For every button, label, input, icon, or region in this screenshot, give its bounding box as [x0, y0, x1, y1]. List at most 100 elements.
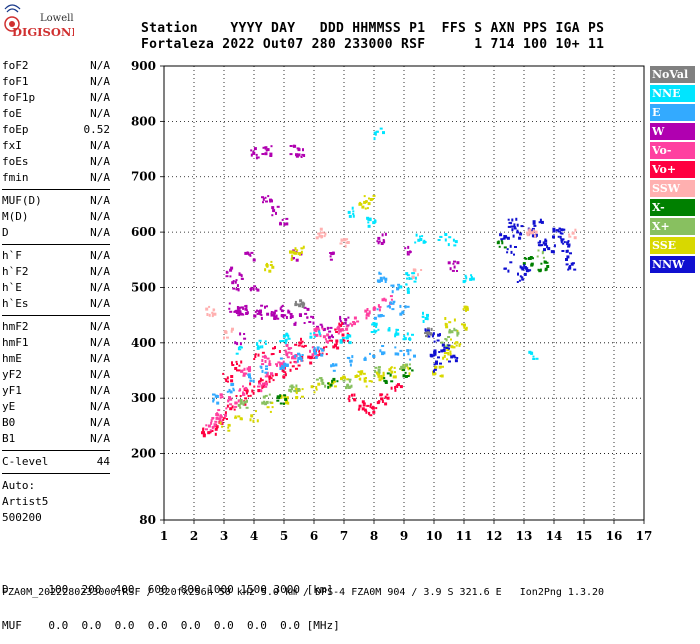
- echo-point: [266, 305, 268, 308]
- echo-point: [280, 314, 284, 316]
- echo-point: [283, 402, 285, 405]
- echo-point: [300, 356, 304, 359]
- echo-point: [271, 214, 274, 217]
- echo-point: [377, 369, 380, 373]
- echo-point: [384, 232, 387, 236]
- echo-point: [520, 266, 524, 270]
- echo-point: [310, 315, 313, 318]
- echo-point: [470, 274, 473, 277]
- echo-point: [469, 277, 473, 281]
- echo-point: [244, 251, 248, 255]
- echo-point: [277, 361, 281, 364]
- echo-point: [345, 325, 349, 328]
- echo-point: [306, 316, 309, 319]
- echo-point: [284, 402, 288, 405]
- param-name: hmF1: [2, 336, 29, 349]
- echo-point: [310, 385, 314, 389]
- echo-point: [214, 423, 218, 427]
- echo-point: [365, 316, 368, 320]
- echo-point: [212, 393, 215, 396]
- echo-point: [440, 374, 444, 378]
- echo-point: [369, 403, 372, 406]
- echo-point: [535, 357, 539, 360]
- echo-point: [285, 352, 289, 356]
- echo-point: [427, 331, 430, 335]
- echo-point: [367, 218, 371, 221]
- echo-point: [380, 397, 384, 401]
- echo-point: [510, 250, 513, 254]
- echo-point: [373, 306, 376, 310]
- echo-point: [295, 396, 299, 400]
- echo-point: [207, 431, 211, 435]
- echo-point: [442, 348, 446, 352]
- echo-point: [374, 366, 378, 369]
- echo-point: [283, 395, 287, 399]
- echo-point: [290, 347, 293, 350]
- x-tick-label: 8: [370, 529, 378, 543]
- echo-point: [378, 371, 381, 374]
- echo-point: [236, 342, 239, 346]
- echo-point: [249, 382, 252, 386]
- echo-point: [425, 335, 428, 338]
- echo-point: [285, 222, 289, 226]
- echo-point: [274, 346, 276, 349]
- echo-point: [442, 349, 445, 352]
- echo-point: [260, 389, 263, 393]
- echo-point: [245, 406, 249, 409]
- echo-point: [350, 394, 353, 397]
- echo-point: [378, 400, 380, 404]
- echo-point: [213, 308, 216, 311]
- echo-point: [243, 388, 246, 391]
- echo-point: [236, 284, 239, 288]
- echo-point: [337, 327, 341, 331]
- param-row-h-f2: h`F2 N/A: [2, 264, 110, 280]
- echo-point: [389, 374, 392, 377]
- echo-point: [426, 329, 430, 332]
- echo-point: [291, 387, 293, 391]
- echo-point: [240, 346, 243, 349]
- echo-point: [315, 327, 318, 331]
- echo-point: [275, 211, 277, 215]
- echo-point: [530, 263, 534, 267]
- echo-point: [359, 377, 362, 381]
- echo-point: [238, 273, 242, 276]
- param-row-hmf2: hmF2 N/A: [2, 319, 110, 335]
- echo-point: [443, 352, 447, 355]
- echo-point: [264, 371, 268, 374]
- echo-point: [540, 244, 544, 247]
- echo-point: [266, 262, 268, 265]
- echo-point: [317, 347, 319, 351]
- echo-point: [384, 280, 387, 283]
- echo-point: [399, 349, 403, 352]
- echo-point: [451, 269, 455, 272]
- echo-point: [222, 417, 226, 420]
- echo-point: [250, 149, 253, 152]
- echo-point: [244, 372, 248, 375]
- echo-point: [230, 383, 234, 387]
- echo-point: [448, 236, 452, 239]
- echo-point: [293, 252, 297, 255]
- echo-point: [230, 379, 234, 383]
- echo-point: [565, 249, 568, 253]
- echo-point: [264, 360, 267, 363]
- echo-point: [446, 351, 450, 354]
- echo-point: [368, 218, 372, 222]
- echo-point: [299, 357, 303, 360]
- echo-point: [347, 397, 350, 400]
- echo-point: [252, 258, 256, 262]
- echo-point: [271, 401, 274, 404]
- param-row-d: D N/A: [2, 225, 110, 241]
- echo-point: [368, 411, 371, 414]
- echo-point: [434, 367, 436, 370]
- param-value: N/A: [90, 352, 110, 365]
- echo-point: [294, 354, 297, 358]
- echo-point: [408, 277, 411, 280]
- echo-point: [569, 265, 572, 268]
- series-sse: [219, 194, 469, 432]
- echo-point: [227, 429, 231, 432]
- echo-point: [388, 368, 392, 372]
- echo-point: [313, 347, 316, 349]
- echo-point: [381, 351, 384, 354]
- echo-point: [496, 241, 500, 245]
- echo-point: [406, 287, 410, 291]
